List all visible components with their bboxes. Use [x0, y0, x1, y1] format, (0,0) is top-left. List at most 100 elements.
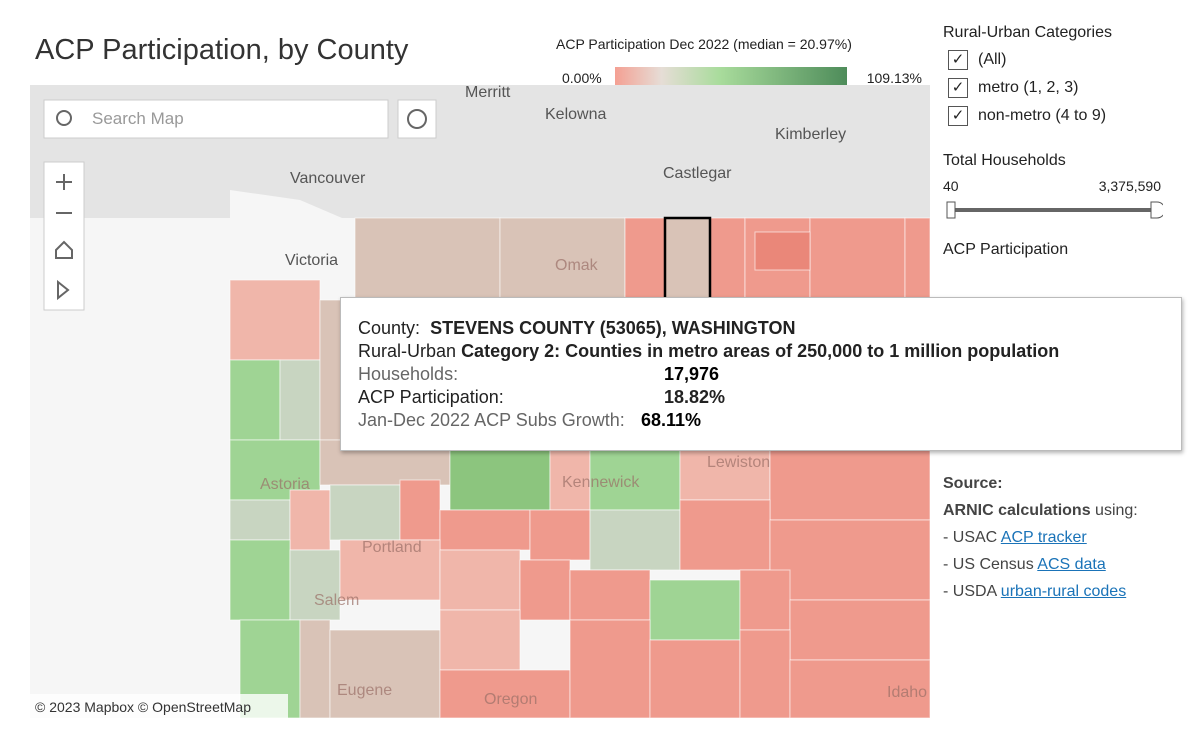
place-label: Lewiston: [707, 454, 770, 471]
county: [299, 619, 331, 718]
county: [904, 217, 930, 301]
county: [399, 479, 441, 541]
county: [709, 217, 746, 301]
source-line: - USAC ACP tracker: [943, 524, 1138, 551]
source-prefix: - US Census: [943, 556, 1034, 573]
county: [229, 359, 281, 441]
county: [649, 639, 741, 718]
source-org-suffix: using:: [1095, 502, 1138, 519]
locate-button[interactable]: [397, 99, 437, 139]
place-label: Astoria: [260, 476, 310, 493]
tt-label: Households:: [358, 364, 459, 384]
source-prefix: - USAC: [943, 529, 998, 546]
tt-value: STEVENS COUNTY (53065), WASHINGTON: [430, 318, 796, 338]
search-placeholder: Search Map: [92, 109, 184, 128]
tt-label: County:: [358, 318, 421, 338]
county: [649, 579, 741, 641]
county: [439, 669, 571, 718]
checkbox[interactable]: ✓: [948, 78, 968, 98]
filter-option[interactable]: ✓ metro (1, 2, 3): [948, 78, 1193, 98]
tt-label: ACP Participation:: [358, 387, 504, 407]
place-label: Oregon: [484, 691, 537, 708]
county: [439, 549, 521, 611]
checkbox[interactable]: ✓: [948, 50, 968, 70]
source-title: Source:: [943, 475, 1003, 492]
slider-min: 40: [943, 178, 959, 194]
legend-max: 109.13%: [866, 70, 922, 86]
county: [739, 569, 791, 631]
attribution-bg: [30, 694, 288, 718]
county: [229, 499, 291, 541]
county: [329, 484, 401, 541]
county: [789, 659, 930, 718]
county: [439, 509, 531, 551]
tt-value: 68.11%: [641, 410, 702, 430]
tt-label: Jan-Dec 2022 ACP Subs Growth:: [358, 410, 625, 430]
acp-filter-title: ACP Participation: [943, 241, 1069, 258]
slider-title: Total Households: [943, 152, 1066, 169]
water: [230, 190, 370, 300]
place-label: Kimberley: [775, 126, 846, 143]
county: [664, 217, 711, 301]
filter-title: Rural-Urban Categories: [943, 24, 1112, 41]
source-link[interactable]: ACS data: [1037, 556, 1106, 573]
option-label: (All): [978, 51, 1007, 68]
place-label: Victoria: [285, 252, 338, 269]
county: [589, 439, 681, 511]
place-label: Kennewick: [562, 474, 640, 491]
tt-value: 17,976: [664, 364, 720, 384]
filter-option[interactable]: ✓ non-metro (4 to 9): [948, 106, 1193, 126]
source-link[interactable]: ACP tracker: [1000, 529, 1087, 546]
county: [354, 217, 501, 301]
title: ACP Participation, by County: [35, 34, 409, 66]
county: [499, 217, 626, 301]
county: [289, 489, 331, 551]
source: Source: ARNIC calculations using: - USAC…: [943, 470, 1138, 605]
map: MerrittKelownaKimberleyPowell RiverVanco…: [30, 85, 930, 718]
county: [569, 619, 651, 718]
source-line: - US Census ACS data: [943, 551, 1138, 578]
county: [549, 439, 591, 511]
county: [769, 519, 930, 601]
source-org: ARNIC calculations: [943, 502, 1091, 519]
locate-icon: [407, 109, 427, 129]
place-label: Portland: [362, 539, 422, 556]
tt-label: Rural-Urban: [358, 341, 457, 361]
county: [229, 539, 291, 621]
legend-title: ACP Participation Dec 2022 (median = 20.…: [556, 36, 852, 52]
place-label: Omak: [555, 257, 599, 274]
legend-min: 0.00%: [562, 70, 602, 86]
place-label: Idaho: [887, 684, 927, 701]
tt-value: Category 2: Counties in metro areas of 2…: [461, 341, 1060, 361]
search-icon: [56, 110, 72, 126]
county: [279, 359, 321, 441]
source-line: - USDA urban-rural codes: [943, 578, 1138, 605]
option-label: non-metro (4 to 9): [978, 107, 1107, 124]
county: [624, 217, 666, 301]
county: [339, 539, 441, 601]
checkbox[interactable]: ✓: [948, 106, 968, 126]
filter-option[interactable]: ✓ (All): [948, 50, 1193, 70]
place-label: Vancouver: [290, 170, 366, 187]
filters-panel: Rural-Urban Categories ✓ (All) ✓ metro (1, …: [943, 24, 1193, 259]
place-label: Merritt: [465, 85, 511, 101]
county: [754, 231, 811, 271]
control-icons[interactable]: [55, 174, 73, 301]
slider[interactable]: [943, 198, 1166, 222]
attribution: © 2023 Mapbox © OpenStreetMap: [35, 699, 251, 715]
source-link[interactable]: urban-rural codes: [1000, 583, 1127, 600]
place-label: Kelowna: [545, 106, 606, 123]
place-label: Castlegar: [663, 165, 732, 182]
county: [679, 499, 771, 571]
county: [809, 217, 906, 301]
search-box[interactable]: [43, 99, 389, 139]
county: [449, 439, 551, 511]
tooltip: County: STEVENS COUNTY (53065), WASHINGT…: [340, 297, 1182, 451]
county: [229, 279, 321, 361]
county: [439, 609, 521, 671]
county: [789, 599, 930, 661]
county: [589, 509, 681, 571]
place-label: Eugene: [337, 682, 392, 699]
slider-max: 3,375,590: [1098, 178, 1161, 194]
county: [739, 629, 791, 718]
